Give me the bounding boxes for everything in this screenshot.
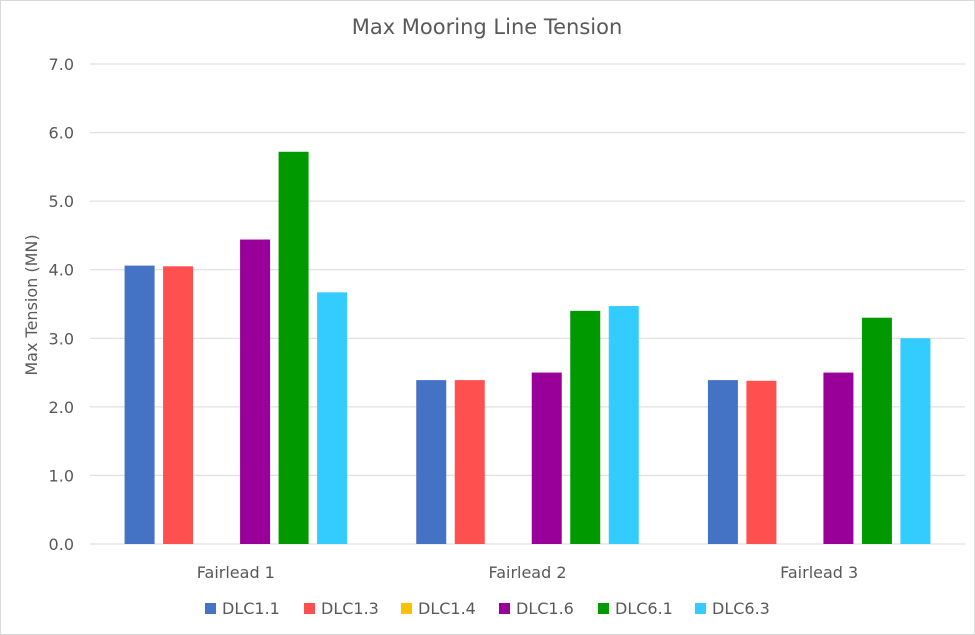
bar-dlc1-6-2 [531,372,562,544]
legend-swatch [205,603,216,614]
bar-dlc1-1-1 [124,265,155,544]
chart-title: Max Mooring Line Tension [352,15,623,39]
bar-dlc1-6-1 [240,239,271,545]
y-tick-labels: 0.0 1.0 2.0 3.0 4.0 5.0 6.0 7.0 [49,55,74,554]
x-tick-label: Fairlead 2 [488,563,566,582]
bar-dlc1-6-3 [823,372,854,544]
bars [124,151,931,545]
y-tick-label: 3.0 [49,329,74,348]
bar-dlc1-3-3 [746,380,777,544]
x-tick-label: Fairlead 1 [197,563,275,582]
legend-swatch [695,603,706,614]
legend-swatch [401,603,412,614]
legend-swatch [598,603,609,614]
y-tick-label: 7.0 [49,55,74,74]
bar-dlc1-3-1 [163,266,194,544]
bar-dlc6-3-3 [900,338,931,544]
bar-dlc6-1-3 [861,317,892,544]
y-tick-label: 6.0 [49,124,74,143]
bar-dlc1-1-3 [707,380,738,544]
legend-label: DLC1.1 [222,599,280,618]
legend-swatch [304,603,315,614]
y-tick-label: 2.0 [49,398,74,417]
legend: DLC1.1 DLC1.3 DLC1.4 DLC1.6 DLC6.1 DLC6.3 [205,599,770,618]
x-tick-labels: Fairlead 1 Fairlead 2 Fairlead 3 [197,563,858,582]
legend-label: DLC6.1 [615,599,673,618]
legend-swatch [499,603,510,614]
bar-dlc1-3-2 [454,380,485,544]
bar-dlc1-1-2 [416,380,447,544]
legend-label: DLC1.4 [418,599,476,618]
y-tick-label: 4.0 [49,261,74,280]
bar-dlc6-1-1 [278,151,309,544]
bar-dlc6-3-2 [608,306,639,544]
y-tick-label: 0.0 [49,535,74,554]
x-tick-label: Fairlead 3 [780,563,858,582]
gridlines [90,63,965,545]
y-tick-label: 1.0 [49,466,74,485]
y-axis-label: Max Tension (MN) [22,234,41,375]
y-tick-label: 5.0 [49,192,74,211]
bar-dlc6-3-1 [317,292,348,544]
bar-dlc6-1-2 [570,310,601,544]
legend-label: DLC1.3 [321,599,379,618]
legend-label: DLC1.6 [516,599,574,618]
legend-label: DLC6.3 [712,599,770,618]
